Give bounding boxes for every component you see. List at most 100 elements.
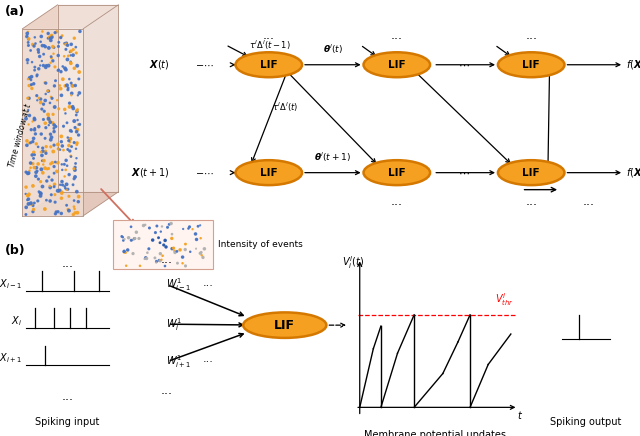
Point: [40, 91, 51, 98]
Point: [52, 187, 63, 194]
Point: [198, 254, 208, 261]
Text: ...: ...: [525, 195, 537, 208]
Point: [58, 123, 68, 130]
Point: [38, 144, 48, 151]
Point: [49, 122, 60, 129]
Point: [50, 29, 60, 36]
Point: [72, 108, 82, 115]
Point: [28, 155, 38, 162]
Point: [46, 54, 56, 61]
Point: [168, 245, 179, 252]
Point: [160, 262, 170, 269]
Point: [70, 82, 81, 89]
Point: [157, 252, 168, 259]
Point: [63, 42, 73, 49]
Point: [55, 146, 65, 153]
Point: [180, 241, 191, 248]
Point: [23, 201, 33, 208]
Point: [35, 95, 45, 102]
Point: [170, 247, 180, 254]
Point: [65, 136, 76, 143]
Point: [65, 139, 76, 146]
Point: [45, 198, 55, 204]
Point: [191, 236, 202, 243]
Point: [74, 75, 84, 82]
Point: [47, 177, 57, 184]
Point: [29, 34, 40, 41]
Point: [40, 97, 51, 104]
Point: [141, 254, 151, 261]
Point: [37, 183, 47, 190]
Text: $X_{i-1}$: $X_{i-1}$: [0, 277, 22, 291]
Point: [140, 221, 150, 228]
Point: [26, 160, 36, 167]
Point: [26, 76, 36, 83]
Point: [29, 67, 40, 74]
Text: ...: ...: [61, 257, 73, 270]
Text: $\tau^l\Delta^l(t)$: $\tau^l\Delta^l(t)$: [272, 101, 298, 114]
Point: [64, 207, 74, 214]
Point: [56, 138, 67, 145]
Point: [45, 37, 56, 44]
Circle shape: [364, 160, 430, 185]
Point: [119, 248, 129, 255]
Text: $\boldsymbol{X}(t+1)$: $\boldsymbol{X}(t+1)$: [131, 166, 170, 179]
Point: [52, 28, 62, 35]
Point: [49, 170, 60, 177]
Point: [50, 159, 60, 166]
Point: [65, 100, 75, 107]
Point: [151, 259, 161, 266]
Point: [60, 65, 70, 72]
Point: [31, 164, 42, 171]
Text: LIF: LIF: [522, 168, 540, 177]
Point: [29, 125, 40, 132]
Point: [191, 245, 201, 252]
Point: [116, 233, 127, 240]
Point: [64, 171, 74, 178]
Point: [56, 210, 67, 217]
Point: [43, 30, 53, 37]
Point: [49, 44, 59, 51]
Point: [68, 165, 79, 172]
Point: [52, 97, 62, 104]
Point: [65, 59, 76, 66]
Point: [40, 80, 51, 87]
Point: [56, 195, 67, 202]
Point: [33, 176, 44, 183]
Text: $X_i$: $X_i$: [12, 314, 22, 328]
Point: [48, 57, 58, 64]
Point: [150, 255, 160, 262]
Point: [20, 211, 31, 218]
Point: [52, 168, 62, 175]
Point: [49, 125, 59, 132]
Point: [67, 92, 77, 99]
Polygon shape: [22, 192, 118, 216]
Point: [22, 192, 33, 199]
Point: [34, 95, 44, 102]
Point: [48, 111, 58, 118]
Point: [28, 118, 38, 125]
Point: [56, 133, 67, 140]
Point: [45, 183, 55, 190]
Point: [23, 107, 33, 114]
Point: [57, 161, 67, 168]
Point: [41, 124, 51, 131]
Point: [67, 82, 77, 89]
Point: [65, 58, 76, 65]
Text: ...: ...: [583, 195, 595, 208]
Point: [36, 38, 46, 45]
Point: [35, 192, 45, 199]
Point: [69, 205, 79, 212]
Point: [63, 206, 73, 213]
Point: [33, 160, 44, 167]
Point: [160, 237, 170, 244]
Point: [23, 75, 33, 82]
Point: [54, 82, 65, 89]
Point: [67, 90, 77, 97]
Circle shape: [498, 160, 564, 185]
Point: [49, 142, 59, 149]
Point: [69, 139, 79, 146]
Text: ...: ...: [203, 317, 213, 327]
Point: [54, 106, 64, 112]
Point: [128, 236, 138, 243]
